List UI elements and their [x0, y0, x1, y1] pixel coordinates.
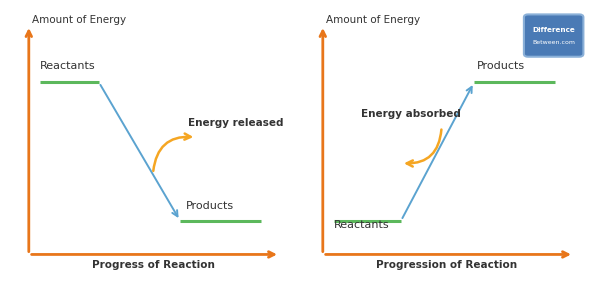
Text: Energy absorbed: Energy absorbed	[361, 109, 460, 119]
Text: Progress of Reaction: Progress of Reaction	[92, 260, 214, 270]
Text: Products: Products	[476, 61, 525, 71]
Text: Progression of Reaction: Progression of Reaction	[376, 260, 518, 270]
Text: Energy released: Energy released	[188, 118, 284, 128]
Text: Amount of Energy: Amount of Energy	[32, 15, 125, 25]
Text: Reactants: Reactants	[40, 61, 95, 71]
Text: Reactants: Reactants	[334, 220, 389, 230]
Text: Products: Products	[185, 201, 233, 211]
Text: Amount of Energy: Amount of Energy	[325, 15, 419, 25]
